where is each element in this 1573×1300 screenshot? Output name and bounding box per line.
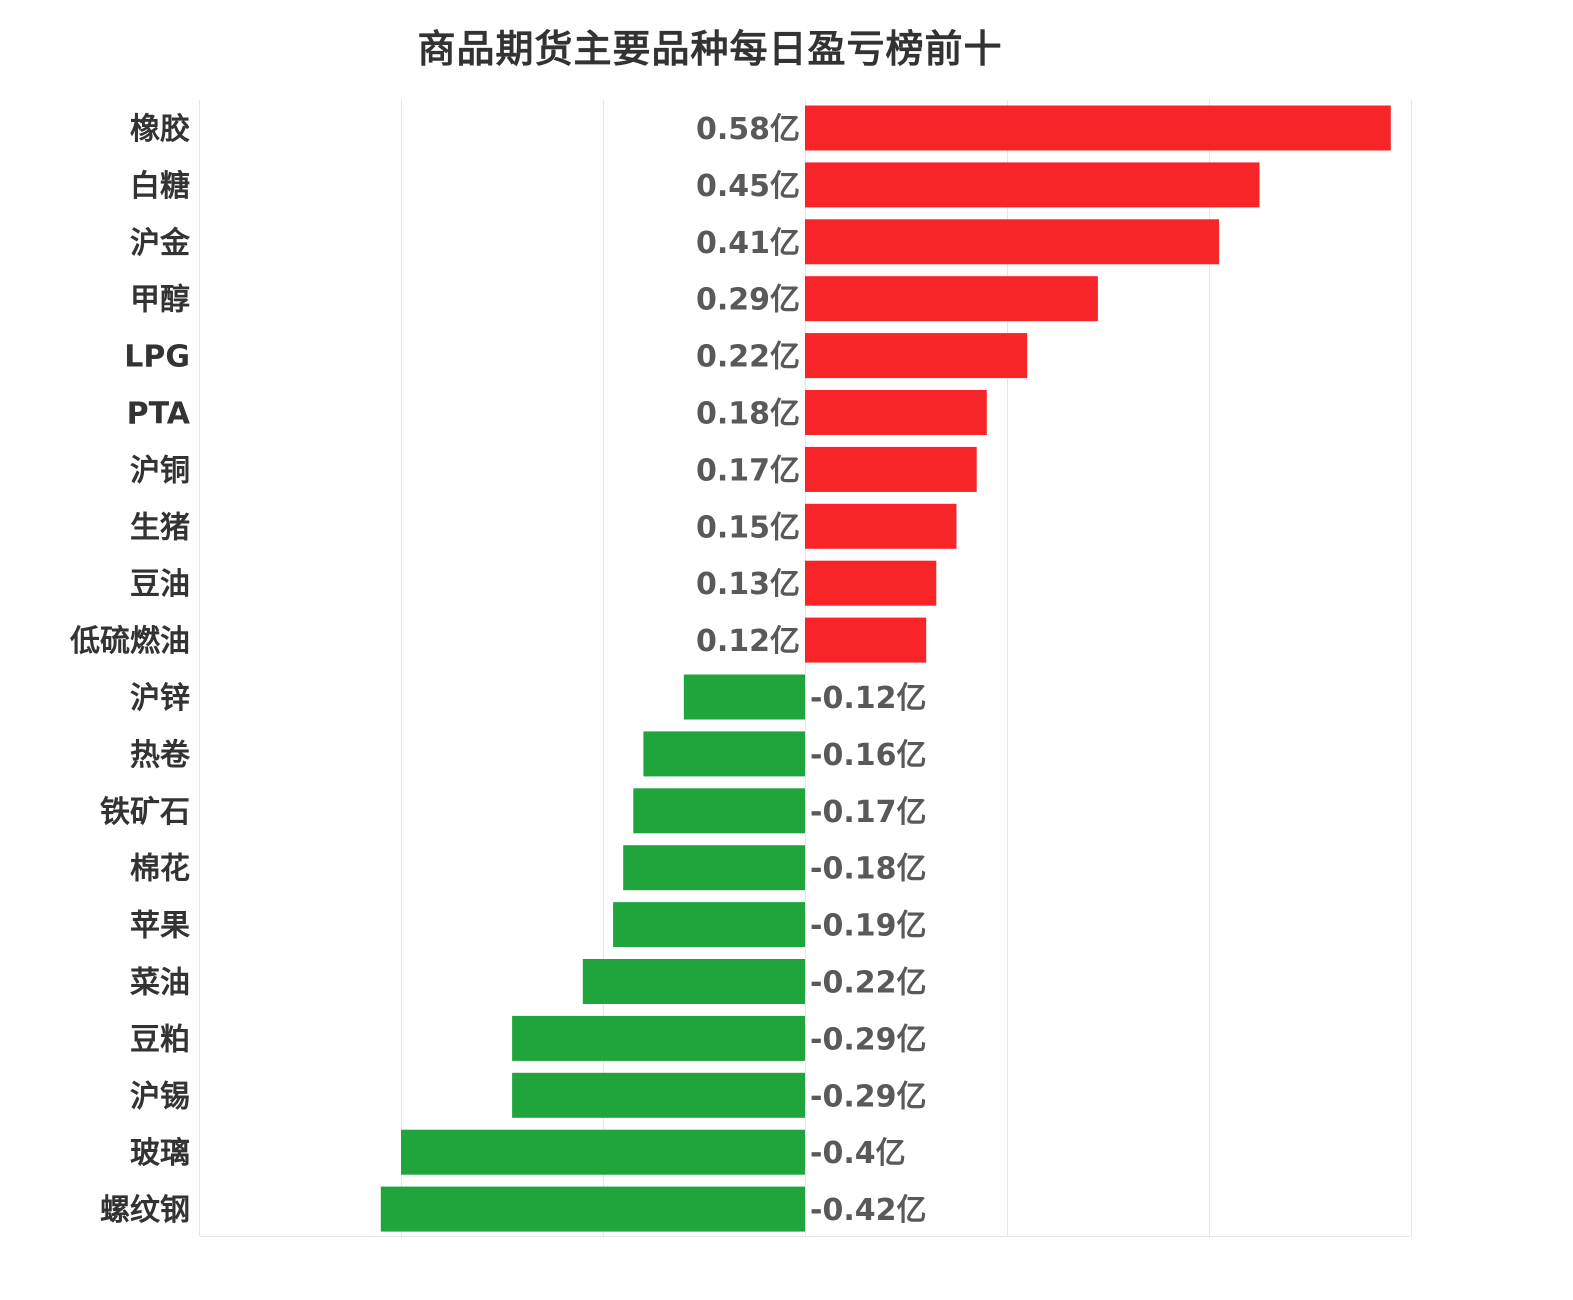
bar-6 [805,446,977,492]
data-label: -0.17亿 [810,795,926,830]
data-label: -0.42亿 [810,1193,926,1228]
data-label: 0.22亿 [696,340,800,375]
category-label: 菜油 [130,966,190,1001]
category-label: 铁矿石 [100,795,190,830]
category-label: 螺纹钢 [100,1193,190,1228]
chart-title: 商品期货主要品种每日盈亏榜前十 [417,27,1003,71]
category-label: 甲醇 [130,283,190,318]
bar-5 [805,390,987,435]
category-label: 豆油 [130,567,190,602]
bar-1 [805,162,1260,208]
category-label: PTA [127,397,191,432]
category-label: LPG [124,340,190,375]
bar-13 [623,845,805,891]
bar-11 [643,731,805,777]
bar-12 [633,788,805,834]
bar-2 [805,219,1220,265]
data-label: -0.16亿 [810,738,926,773]
bar-7 [805,503,957,549]
bar-8 [805,560,937,606]
bar-14 [613,902,805,948]
bar-0 [805,105,1391,151]
category-label: 橡胶 [130,112,190,147]
bar-10 [683,674,805,720]
bar-3 [805,276,1098,322]
data-label: -0.4亿 [810,1136,906,1171]
bar-9 [805,617,927,663]
data-label: -0.22亿 [810,966,926,1001]
category-label: 低硫燃油 [69,624,190,659]
category-label: 豆粕 [130,1022,190,1057]
bar-17 [512,1072,805,1118]
bars [380,105,1391,1232]
bar-15 [582,959,805,1004]
bar-19 [380,1186,805,1232]
category-label: 棉花 [130,852,190,887]
data-label: -0.29亿 [810,1022,926,1057]
data-label: 0.15亿 [696,510,800,545]
category-label: 沪锌 [130,681,190,716]
bar-18 [401,1129,805,1175]
data-label: 0.13亿 [696,567,800,602]
category-label: 沪锡 [130,1079,190,1114]
data-label: 0.58亿 [696,112,800,147]
data-label: 0.12亿 [696,624,800,659]
data-label: 0.17亿 [696,453,800,488]
category-label: 生猪 [130,510,190,545]
grid-lines [199,100,1412,1237]
category-label: 沪铜 [130,453,190,488]
bar-16 [512,1015,805,1061]
data-label: -0.12亿 [810,681,926,716]
data-label: 0.45亿 [696,169,800,204]
data-label: 0.29亿 [696,283,800,318]
bar-4 [805,333,1028,379]
data-label: 0.18亿 [696,397,800,432]
data-label: -0.19亿 [810,909,926,944]
category-label: 玻璃 [130,1136,190,1171]
category-label: 苹果 [130,909,190,944]
data-label: -0.29亿 [810,1079,926,1114]
category-label: 白糖 [130,169,190,204]
category-label: 热卷 [130,738,191,773]
category-label: 沪金 [130,226,191,261]
data-label: -0.18亿 [810,852,926,887]
data-label: 0.41亿 [696,226,800,261]
